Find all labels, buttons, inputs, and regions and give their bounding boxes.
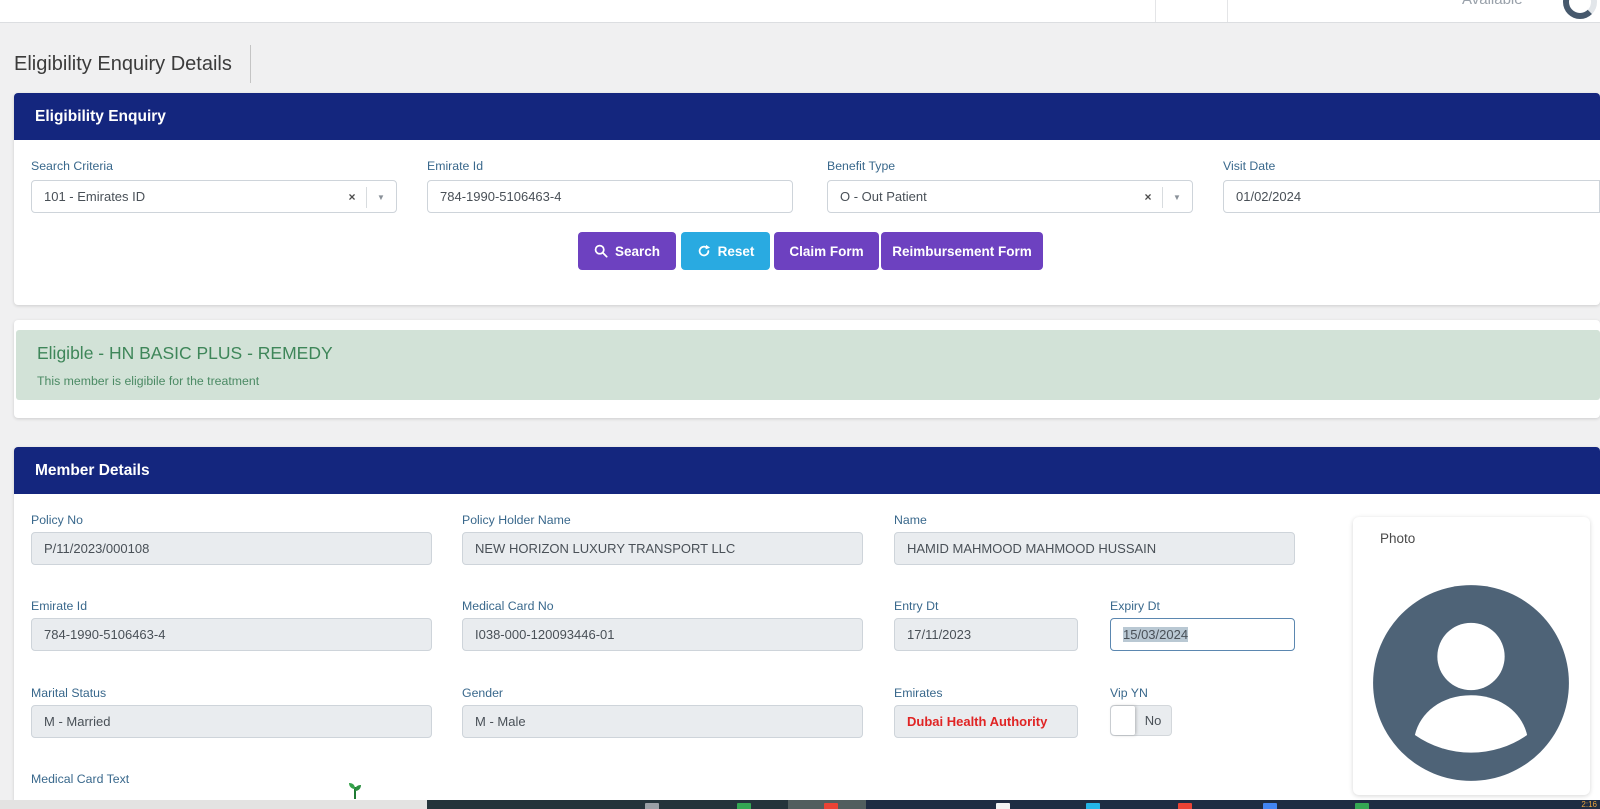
- taskbar-clock: 2:16: [1581, 800, 1597, 809]
- eligibility-result-title: Eligible - HN BASIC PLUS - REMEDY: [37, 343, 333, 363]
- marital-status-input: M - Married: [31, 705, 432, 738]
- chevron-down-icon[interactable]: ▼: [1173, 193, 1181, 202]
- search-criteria-label: Search Criteria: [31, 159, 114, 173]
- reimbursement-form-button-label: Reimbursement Form: [892, 243, 1032, 259]
- eligibility-result-banner: Eligible - HN BASIC PLUS - REMEDY This m…: [16, 330, 1600, 400]
- policy-no-input: P/11/2023/000108: [31, 532, 432, 565]
- photo-label: Photo: [1380, 531, 1416, 546]
- reset-button-label: Reset: [717, 243, 755, 259]
- member-emirate-id-label: Emirate Id: [31, 599, 88, 613]
- gender-input: M - Male: [462, 705, 863, 738]
- benefit-type-value: O - Out Patient: [840, 189, 927, 204]
- taskbar-app-icon[interactable]: [1178, 803, 1192, 809]
- clear-icon[interactable]: ×: [1144, 190, 1152, 204]
- reset-button[interactable]: Reset: [681, 232, 770, 270]
- marital-status-label: Marital Status: [31, 686, 107, 700]
- expiry-dt-value: 15/03/2024: [1123, 627, 1189, 642]
- reset-icon: [698, 244, 710, 257]
- page-title-row: Eligibility Enquiry Details: [14, 44, 251, 84]
- benefit-type-label: Benefit Type: [827, 159, 896, 173]
- plant-icon: [349, 783, 361, 799]
- taskbar-app-icon[interactable]: [645, 803, 659, 809]
- claim-form-button-label: Claim Form: [789, 243, 864, 259]
- eligibility-result-message: This member is eligibile for the treatme…: [37, 374, 260, 388]
- search-button[interactable]: Search: [578, 232, 676, 270]
- taskbar-app-icon[interactable]: [1355, 803, 1369, 809]
- member-emirate-id-input: 784-1990-5106463-4: [31, 618, 432, 651]
- entry-dt-label: Entry Dt: [894, 599, 939, 613]
- member-details-panel: Member Details Policy No P/11/2023/00010…: [14, 447, 1600, 801]
- medical-card-text-label: Medical Card Text: [31, 772, 130, 786]
- taskbar-app-icon[interactable]: [737, 803, 751, 809]
- photo-card: Photo: [1353, 517, 1590, 795]
- visit-date-label: Visit Date: [1223, 159, 1276, 173]
- emirate-id-input[interactable]: 784-1990-5106463-4: [427, 180, 793, 213]
- policy-holder-name-label: Policy Holder Name: [462, 513, 571, 527]
- search-criteria-value: 101 - Emirates ID: [44, 189, 146, 204]
- claim-form-button[interactable]: Claim Form: [774, 232, 879, 270]
- eligibility-result-card: Eligible - HN BASIC PLUS - REMEDY This m…: [14, 320, 1600, 418]
- vip-yn-value: No: [1144, 713, 1162, 728]
- search-criteria-select[interactable]: 101 - Emirates ID × ▼: [31, 180, 397, 213]
- panel-title: Eligibility Enquiry: [14, 93, 1600, 140]
- vip-yn-toggle[interactable]: No: [1110, 705, 1172, 736]
- expiry-dt-input[interactable]: 15/03/2024: [1110, 618, 1295, 651]
- taskbar-app-icon[interactable]: [1263, 803, 1277, 809]
- title-divider: [249, 45, 251, 83]
- benefit-type-select[interactable]: O - Out Patient × ▼: [827, 180, 1193, 213]
- entry-dt-input: 17/11/2023: [894, 618, 1078, 651]
- reimbursement-form-button[interactable]: Reimbursement Form: [881, 232, 1043, 270]
- member-name-label: Name: [894, 513, 927, 527]
- user-avatar-icon[interactable]: [1563, 0, 1597, 19]
- select-divider: [1162, 187, 1163, 208]
- taskbar-app-icon[interactable]: [996, 803, 1010, 809]
- member-name-input: HAMID MAHMOOD MAHMOOD HUSSAIN: [894, 532, 1295, 565]
- availability-status[interactable]: Available: [1462, 0, 1523, 8]
- emirates-label: Emirates: [894, 686, 943, 700]
- taskbar-app-icon[interactable]: [1086, 803, 1100, 809]
- select-divider: [366, 187, 367, 208]
- clear-icon[interactable]: ×: [348, 190, 356, 204]
- search-button-label: Search: [614, 243, 661, 259]
- taskbar-right-segment: [866, 800, 1600, 809]
- medical-card-no-label: Medical Card No: [462, 599, 554, 613]
- os-taskbar: 2:16: [0, 800, 1600, 809]
- panel-title: Member Details: [14, 447, 1600, 494]
- search-icon: [594, 244, 608, 258]
- eligibility-enquiry-panel: Eligibility Enquiry Search Criteria 101 …: [14, 93, 1600, 305]
- medical-card-no-input: I038-000-120093446-01: [462, 618, 863, 651]
- chevron-down-icon[interactable]: ▼: [377, 193, 385, 202]
- policy-holder-name-input: NEW HORIZON LUXURY TRANSPORT LLC: [462, 532, 863, 565]
- taskbar-app-icon[interactable]: [824, 803, 838, 809]
- policy-no-label: Policy No: [31, 513, 83, 527]
- visit-date-input[interactable]: 01/02/2024: [1223, 180, 1600, 213]
- gender-label: Gender: [462, 686, 504, 700]
- member-photo-placeholder-icon: [1373, 585, 1569, 781]
- topbar-divider: [1227, 0, 1228, 22]
- page-title: Eligibility Enquiry Details: [14, 52, 232, 75]
- emirates-input: Dubai Health Authority: [894, 705, 1078, 738]
- topbar-divider: [1155, 0, 1156, 22]
- browser-top-bar: Available: [0, 0, 1600, 23]
- expiry-dt-label: Expiry Dt: [1110, 599, 1160, 613]
- emirate-id-label: Emirate Id: [427, 159, 484, 173]
- toggle-knob: [1111, 706, 1135, 735]
- vip-yn-label: Vip YN: [1110, 686, 1148, 700]
